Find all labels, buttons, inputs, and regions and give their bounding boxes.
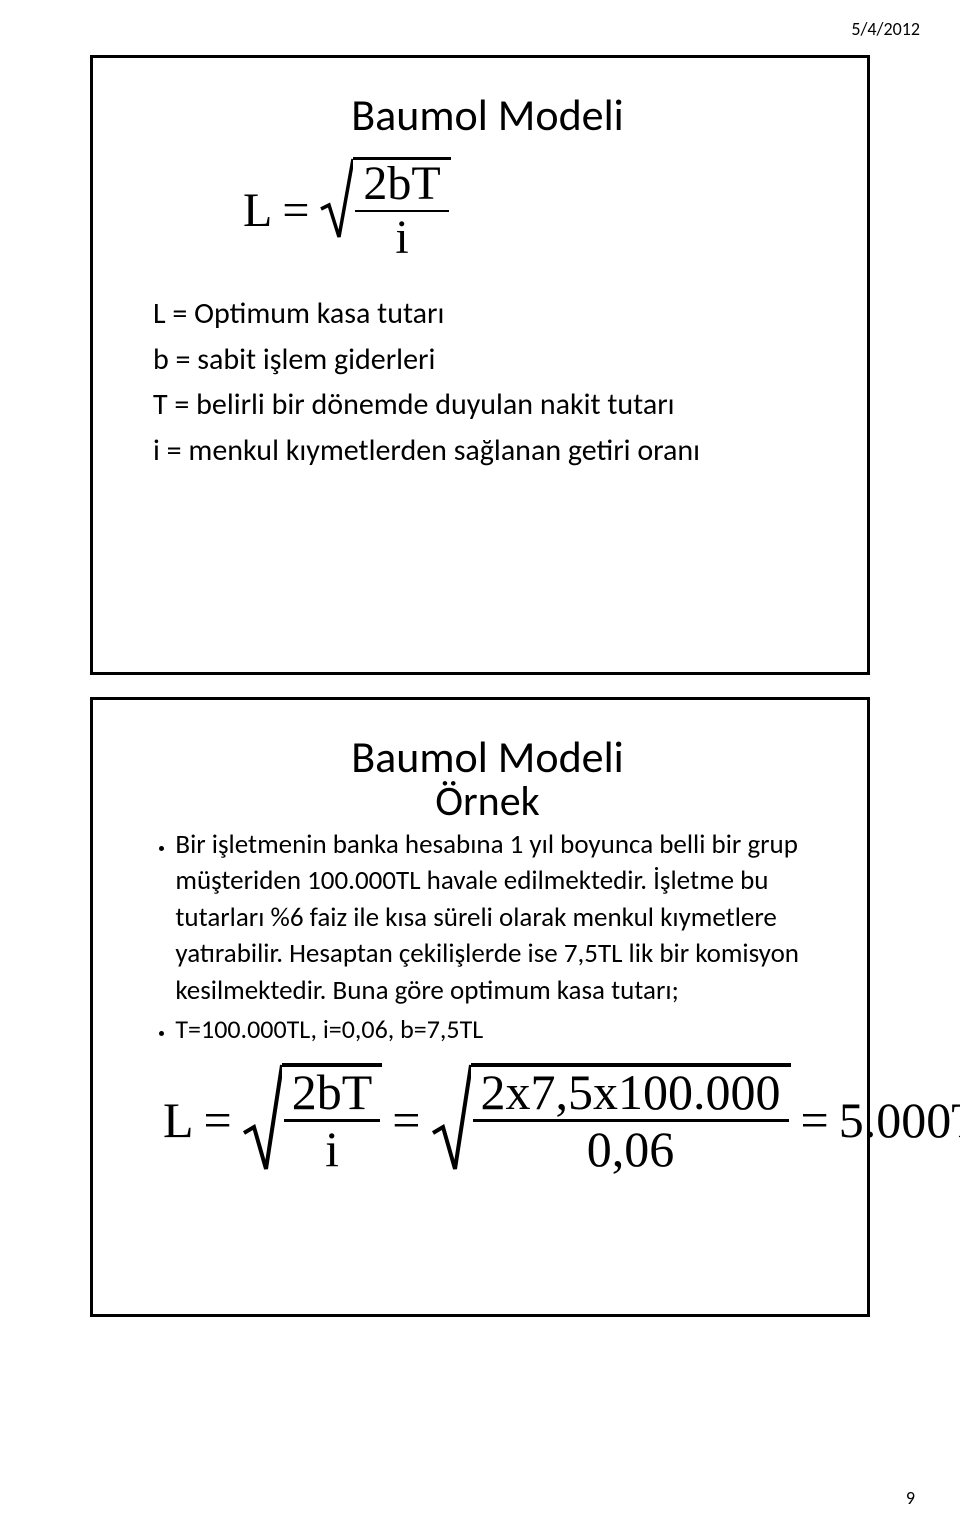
def-b: b = sabit işlem giderleri	[153, 338, 822, 382]
frac-den: i	[355, 210, 448, 262]
formula-lhs: L	[243, 183, 272, 238]
params-line: T=100.000TL, i=0,06, b=7,5TL	[175, 1013, 483, 1045]
slide1-title: Baumol Modeli	[153, 88, 822, 142]
formula2-eq3: =	[801, 1091, 829, 1149]
slide2-bullets: Bir işletmenin banka hesabına 1 yıl boyu…	[153, 827, 822, 1045]
frac-num: 2bT	[359, 160, 444, 210]
slide-1: Baumol Modeli L = 2bT i L = Optimum kasa…	[90, 55, 870, 675]
slide2-formula: L = 2bT i =	[163, 1063, 822, 1176]
bullet-params: T=100.000TL, i=0,06, b=7,5TL	[175, 1013, 822, 1045]
page: 5/4/2012 Baumol Modeli L = 2bT i L = Opt…	[0, 0, 960, 1527]
slide2-subtitle: Örnek	[153, 776, 822, 827]
body-text: Bir işletmenin banka hesabına 1 yıl boyu…	[175, 828, 799, 1007]
sqrt2-icon: 2x7,5x100.000 0,06	[431, 1063, 791, 1176]
slide1-formula: L = 2bT i	[243, 157, 822, 264]
bullet-body: Bir işletmenin banka hesabına 1 yıl boyu…	[175, 827, 822, 1009]
formula2-lhs: L	[163, 1091, 194, 1149]
sqrt1-icon: 2bT i	[242, 1063, 383, 1176]
frac1-num: 2bT	[288, 1067, 377, 1119]
radical-icon	[319, 157, 353, 239]
formula2-result: 5.000TL	[839, 1091, 960, 1149]
header-date: 5/4/2012	[851, 18, 920, 40]
sqrt-icon: 2bT i	[319, 157, 450, 264]
frac2-den: 0,06	[473, 1119, 789, 1174]
slide-2: Baumol Modeli Örnek Bir işletmenin banka…	[90, 697, 870, 1317]
radical-icon	[242, 1063, 282, 1173]
def-l: L = Optimum kasa tutarı	[153, 292, 822, 336]
def-i: i = menkul kıymetlerden sağlanan getiri …	[153, 429, 822, 473]
radical-icon	[431, 1063, 471, 1173]
page-number: 9	[906, 1487, 915, 1509]
frac2-num: 2x7,5x100.000	[477, 1067, 785, 1119]
definitions: L = Optimum kasa tutarı b = sabit işlem …	[153, 292, 822, 472]
formula2-eq2: =	[392, 1091, 420, 1149]
formula-eq: =	[282, 183, 309, 238]
def-t: T = belirli bir dönemde duyulan nakit tu…	[153, 383, 822, 427]
formula2-eq1: =	[204, 1091, 232, 1149]
frac1-den: i	[284, 1119, 381, 1174]
